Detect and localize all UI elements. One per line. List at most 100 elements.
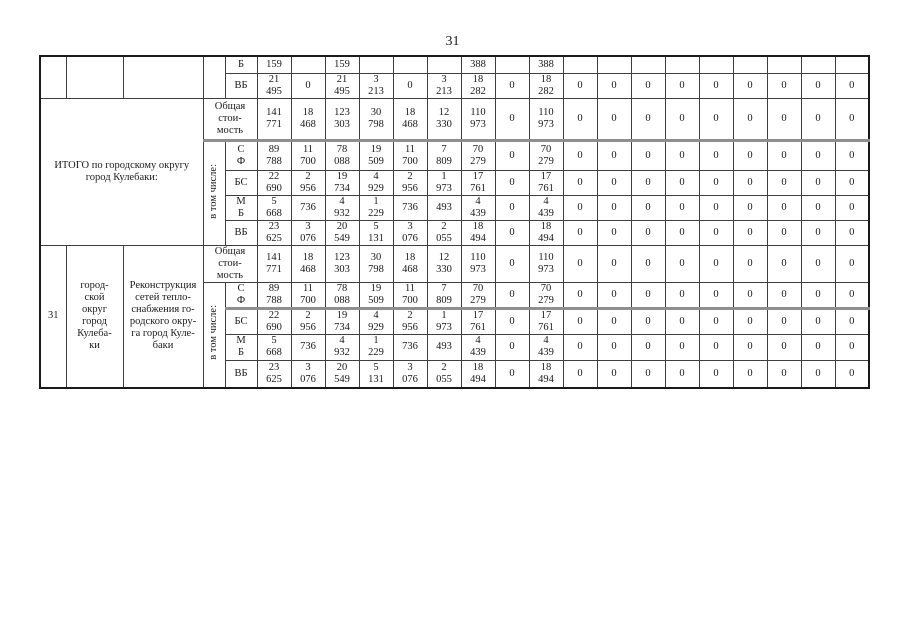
total-cost-label: Общая стои- мость bbox=[202, 97, 258, 142]
value-cell: 19 509 bbox=[358, 281, 394, 310]
value-cell: 18 468 bbox=[392, 244, 428, 283]
value-cell: 0 bbox=[732, 307, 768, 335]
value-cell: 0 bbox=[834, 359, 870, 389]
value-cell: 736 bbox=[392, 194, 428, 221]
value-cell: 0 bbox=[732, 281, 768, 310]
value-cell: 0 bbox=[766, 333, 802, 361]
value-cell: 3 076 bbox=[290, 359, 326, 389]
value-cell: 0 bbox=[562, 307, 598, 335]
value-cell: 18 282 bbox=[460, 72, 496, 99]
value-cell: 30 798 bbox=[358, 97, 394, 142]
value-cell: 0 bbox=[596, 307, 632, 335]
value-cell: 0 bbox=[630, 307, 666, 335]
value-cell: 70 279 bbox=[460, 281, 496, 310]
value-cell: 0 bbox=[596, 359, 632, 389]
value-cell: 0 bbox=[834, 139, 870, 171]
value-cell: 388 bbox=[460, 55, 496, 74]
including-label-cell: в том числе: bbox=[202, 139, 226, 246]
value-cell bbox=[766, 55, 802, 74]
value-cell bbox=[358, 55, 394, 74]
value-cell: 12 330 bbox=[426, 97, 462, 142]
value-cell: 0 bbox=[766, 219, 802, 246]
value-cell: 12 330 bbox=[426, 244, 462, 283]
value-cell: 5 131 bbox=[358, 359, 394, 389]
value-cell: 21 495 bbox=[256, 72, 292, 99]
value-cell: 0 bbox=[766, 359, 802, 389]
value-cell bbox=[732, 55, 768, 74]
value-cell: 0 bbox=[732, 97, 768, 142]
table-row: ВБ 23 625 3 076 20 549 5 131 3 076 2 055 18 49… bbox=[40, 359, 870, 389]
itogo-cell: ИТОГО по городскому округу город Кулебак… bbox=[39, 97, 204, 246]
value-cell: 0 bbox=[800, 359, 836, 389]
value-cell: 7 809 bbox=[426, 139, 462, 171]
value-cell: 0 bbox=[664, 169, 700, 196]
value-cell: 0 bbox=[596, 281, 632, 310]
source-label: ВБ bbox=[224, 219, 258, 246]
empty-cell bbox=[202, 55, 226, 99]
value-cell: 89 788 bbox=[256, 139, 292, 171]
including-label-cell: в том числе: bbox=[202, 281, 226, 389]
value-cell: 0 bbox=[834, 72, 870, 99]
value-cell: 0 bbox=[766, 72, 802, 99]
value-cell bbox=[664, 55, 700, 74]
municipality-cell: город- ской округ город Кулеба- ки bbox=[65, 244, 124, 389]
value-cell: 141 771 bbox=[256, 97, 292, 142]
value-cell: 4 929 bbox=[358, 169, 394, 196]
value-cell: 736 bbox=[392, 333, 428, 361]
value-cell: 0 bbox=[630, 219, 666, 246]
value-cell: 18 494 bbox=[528, 359, 564, 389]
value-cell: 0 bbox=[596, 219, 632, 246]
value-cell: 0 bbox=[698, 333, 734, 361]
value-cell: 0 bbox=[494, 307, 530, 335]
value-cell: 3 213 bbox=[358, 72, 394, 99]
value-cell: 0 bbox=[664, 139, 700, 171]
value-cell: 20 549 bbox=[324, 219, 360, 246]
table-row: ИТОГО по городскому округу город Кулебак… bbox=[39, 97, 870, 246]
value-cell: 0 bbox=[494, 281, 530, 310]
value-cell: 123 303 bbox=[324, 97, 360, 142]
value-cell bbox=[562, 55, 598, 74]
value-cell: 0 bbox=[766, 281, 802, 310]
value-cell: 22 690 bbox=[256, 307, 292, 335]
value-cell: 0 bbox=[630, 244, 666, 283]
source-label: М Б bbox=[224, 333, 258, 361]
value-cell: 0 bbox=[494, 359, 530, 389]
value-cell bbox=[426, 55, 462, 74]
source-label: Б bbox=[224, 55, 258, 74]
value-cell: 0 bbox=[800, 97, 836, 142]
value-cell: 17 761 bbox=[528, 169, 564, 196]
value-cell: 4 932 bbox=[324, 333, 360, 361]
value-cell: 0 bbox=[562, 359, 598, 389]
value-cell: 17 761 bbox=[460, 169, 496, 196]
value-cell: 4 439 bbox=[528, 333, 564, 361]
value-cell: 23 625 bbox=[256, 359, 292, 389]
value-cell: 17 761 bbox=[460, 307, 496, 335]
value-cell: 0 bbox=[834, 97, 870, 142]
table-row: в том числе: С Ф 89 788 11 700 78 088 19 50… bbox=[40, 281, 870, 389]
value-cell: 11 700 bbox=[392, 139, 428, 171]
value-cell bbox=[392, 55, 428, 74]
value-cell: 3 076 bbox=[392, 219, 428, 246]
value-cell: 0 bbox=[698, 139, 734, 171]
table-row: М Б 5 668 736 4 932 1 229 736 493 4 439 0 4 439 0… bbox=[40, 333, 870, 361]
value-cell: 0 bbox=[562, 194, 598, 221]
value-cell: 0 bbox=[392, 72, 428, 99]
value-cell: 18 494 bbox=[460, 359, 496, 389]
value-cell: 19 734 bbox=[324, 307, 360, 335]
value-cell: 0 bbox=[630, 139, 666, 171]
value-cell: 0 bbox=[664, 307, 700, 335]
value-cell: 0 bbox=[494, 333, 530, 361]
value-cell: 0 bbox=[596, 333, 632, 361]
table-row: ВБ 21 495 0 21 495 3 213 0 3 213 18 282 0 18 282… bbox=[40, 72, 870, 99]
value-cell: 0 bbox=[732, 244, 768, 283]
value-cell bbox=[800, 55, 836, 74]
value-cell: 0 bbox=[494, 194, 530, 221]
source-label: С Ф bbox=[224, 139, 258, 171]
value-cell: 0 bbox=[834, 244, 870, 283]
value-cell: 70 279 bbox=[528, 281, 564, 310]
value-cell: 388 bbox=[528, 55, 564, 74]
value-cell: 110 973 bbox=[460, 244, 496, 283]
value-cell: 0 bbox=[766, 244, 802, 283]
value-cell: 5 131 bbox=[358, 219, 394, 246]
